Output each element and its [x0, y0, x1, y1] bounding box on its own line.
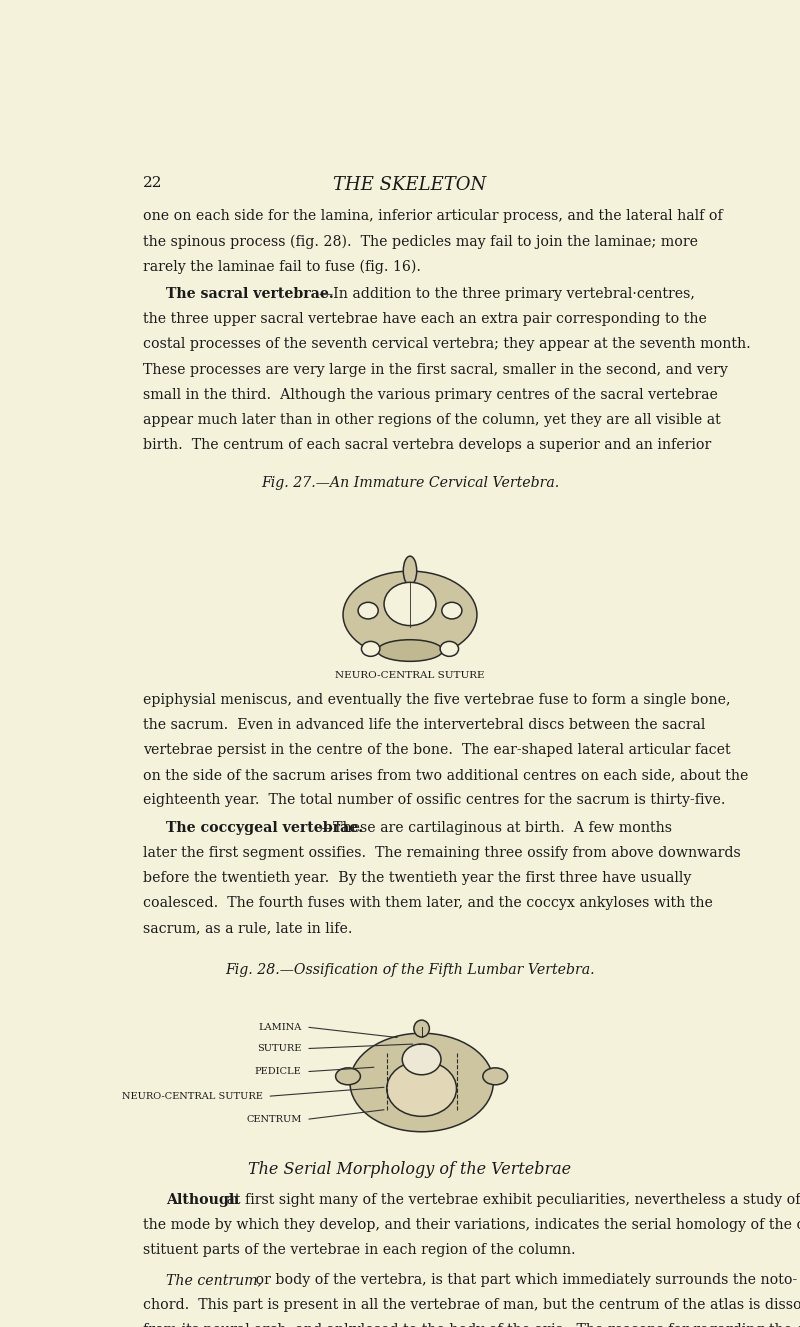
Ellipse shape [358, 602, 378, 618]
Text: The Serial Morphology of the Vertebrae: The Serial Morphology of the Vertebrae [249, 1161, 571, 1178]
Text: coalesced.  The fourth fuses with them later, and the coccyx ankyloses with the: coalesced. The fourth fuses with them la… [142, 896, 713, 910]
Ellipse shape [336, 1068, 360, 1084]
Text: Although: Although [166, 1193, 239, 1208]
Text: The sacral vertebrae.: The sacral vertebrae. [166, 288, 334, 301]
Text: —These are cartilaginous at birth.  A few months: —These are cartilaginous at birth. A few… [318, 821, 671, 835]
Text: chord.  This part is present in all the vertebrae of man, but the centrum of the: chord. This part is present in all the v… [142, 1298, 800, 1312]
Ellipse shape [440, 641, 458, 657]
Ellipse shape [384, 583, 436, 625]
Ellipse shape [403, 556, 417, 585]
Text: at first sight many of the vertebrae exhibit peculiarities, nevertheless a study: at first sight many of the vertebrae exh… [222, 1193, 800, 1208]
Text: eighteenth year.  The total number of ossific centres for the sacrum is thirty-f: eighteenth year. The total number of oss… [142, 794, 725, 807]
Text: on the side of the sacrum arises from two additional centres on each side, about: on the side of the sacrum arises from tw… [142, 768, 748, 782]
Text: LAMINA: LAMINA [258, 1023, 302, 1031]
Ellipse shape [414, 1020, 430, 1036]
Text: later the first segment ossifies.  The remaining three ossify from above downwar: later the first segment ossifies. The re… [142, 847, 740, 860]
Ellipse shape [378, 640, 442, 661]
Text: from its neural arch, and ankylosed to the body of the axis.  The reasons for re: from its neural arch, and ankylosed to t… [142, 1323, 800, 1327]
Ellipse shape [483, 1068, 508, 1084]
Text: vertebrae persist in the centre of the bone.  The ear-shaped lateral articular f: vertebrae persist in the centre of the b… [142, 743, 730, 756]
Text: or body of the vertebra, is that part which immediately surrounds the noto-: or body of the vertebra, is that part wh… [251, 1273, 798, 1287]
Text: The coccygeal vertebrae.: The coccygeal vertebrae. [166, 821, 363, 835]
Text: the mode by which they develop, and their variations, indicates the serial homol: the mode by which they develop, and thei… [142, 1218, 800, 1233]
Text: CENTRUM: CENTRUM [246, 1115, 302, 1124]
Text: the sacrum.  Even in advanced life the intervertebral discs between the sacral: the sacrum. Even in advanced life the in… [142, 718, 705, 733]
Text: 22: 22 [142, 176, 162, 190]
Text: rarely the laminae fail to fuse (fig. 16).: rarely the laminae fail to fuse (fig. 16… [142, 259, 421, 273]
Ellipse shape [386, 1060, 457, 1116]
Text: one on each side for the lamina, inferior articular process, and the lateral hal: one on each side for the lamina, inferio… [142, 210, 722, 223]
Ellipse shape [362, 641, 380, 657]
Text: NEURO-CENTRAL SUTURE: NEURO-CENTRAL SUTURE [122, 1092, 262, 1101]
Text: —In addition to the three primary vertebral·centres,: —In addition to the three primary verteb… [318, 288, 694, 301]
Text: before the twentieth year.  By the twentieth year the first three have usually: before the twentieth year. By the twenti… [142, 871, 691, 885]
Text: small in the third.  Although the various primary centres of the sacral vertebra: small in the third. Although the various… [142, 387, 718, 402]
Ellipse shape [402, 1044, 441, 1075]
Text: birth.  The centrum of each sacral vertebra develops a superior and an inferior: birth. The centrum of each sacral verteb… [142, 438, 711, 451]
Text: stituent parts of the vertebrae in each region of the column.: stituent parts of the vertebrae in each … [142, 1243, 575, 1258]
Text: THE SKELETON: THE SKELETON [334, 176, 486, 194]
Text: sacrum, as a rule, late in life.: sacrum, as a rule, late in life. [142, 921, 352, 936]
Text: epiphysial meniscus, and eventually the five vertebrae fuse to form a single bon: epiphysial meniscus, and eventually the … [142, 693, 730, 707]
Text: the spinous process (fig. 28).  The pedicles may fail to join the laminae; more: the spinous process (fig. 28). The pedic… [142, 235, 698, 248]
Ellipse shape [343, 571, 477, 658]
Text: Fig. 27.—An Immature Cervical Vertebra.: Fig. 27.—An Immature Cervical Vertebra. [261, 476, 559, 491]
Text: The centrum,: The centrum, [166, 1273, 262, 1287]
Text: costal processes of the seventh cervical vertebra; they appear at the seventh mo: costal processes of the seventh cervical… [142, 337, 750, 352]
Text: NEURO-CENTRAL SUTURE: NEURO-CENTRAL SUTURE [335, 671, 485, 681]
Text: These processes are very large in the first sacral, smaller in the second, and v: These processes are very large in the fi… [142, 362, 727, 377]
Ellipse shape [442, 602, 462, 618]
Text: appear much later than in other regions of the column, yet they are all visible : appear much later than in other regions … [142, 413, 720, 426]
Ellipse shape [350, 1034, 494, 1132]
Text: the three upper sacral vertebrae have each an extra pair corresponding to the: the three upper sacral vertebrae have ea… [142, 312, 706, 326]
Text: SUTURE: SUTURE [257, 1044, 302, 1054]
Text: Fig. 28.—Ossification of the Fifth Lumbar Vertebra.: Fig. 28.—Ossification of the Fifth Lumba… [225, 963, 595, 977]
Text: PEDICLE: PEDICLE [254, 1067, 302, 1076]
